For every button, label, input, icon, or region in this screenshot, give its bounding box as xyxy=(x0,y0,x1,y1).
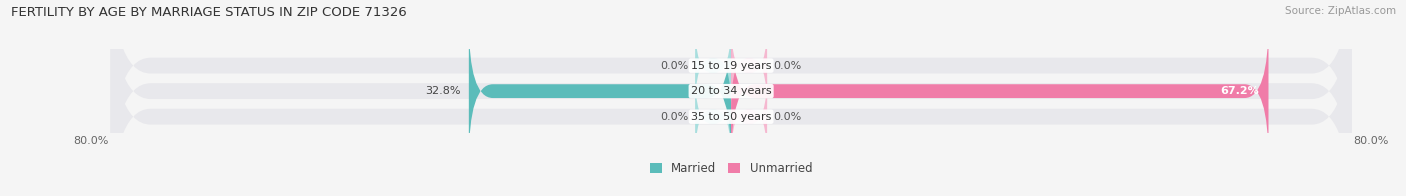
Text: 20 to 34 years: 20 to 34 years xyxy=(690,86,772,96)
Legend: Married, Unmarried: Married, Unmarried xyxy=(645,157,817,180)
FancyBboxPatch shape xyxy=(695,73,731,161)
Text: 0.0%: 0.0% xyxy=(773,61,801,71)
Text: 0.0%: 0.0% xyxy=(773,112,801,122)
Text: 32.8%: 32.8% xyxy=(426,86,461,96)
Text: 35 to 50 years: 35 to 50 years xyxy=(690,112,772,122)
Text: FERTILITY BY AGE BY MARRIAGE STATUS IN ZIP CODE 71326: FERTILITY BY AGE BY MARRIAGE STATUS IN Z… xyxy=(11,6,406,19)
FancyBboxPatch shape xyxy=(111,0,1351,196)
FancyBboxPatch shape xyxy=(111,0,1351,185)
FancyBboxPatch shape xyxy=(731,73,768,161)
FancyBboxPatch shape xyxy=(731,21,1268,161)
Text: 0.0%: 0.0% xyxy=(661,112,689,122)
Text: 67.2%: 67.2% xyxy=(1220,86,1258,96)
Text: 0.0%: 0.0% xyxy=(661,61,689,71)
FancyBboxPatch shape xyxy=(111,0,1351,196)
FancyBboxPatch shape xyxy=(468,21,731,161)
Text: Source: ZipAtlas.com: Source: ZipAtlas.com xyxy=(1285,6,1396,16)
FancyBboxPatch shape xyxy=(695,21,731,110)
Text: 15 to 19 years: 15 to 19 years xyxy=(690,61,772,71)
FancyBboxPatch shape xyxy=(731,21,768,110)
